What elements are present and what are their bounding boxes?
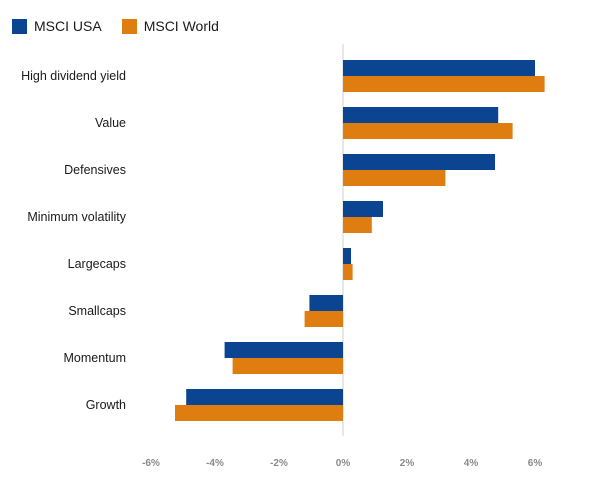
category-label-defensives: Defensives [64, 163, 126, 177]
bar-msci-world-high-dividend-yield [343, 76, 545, 92]
legend-item-msci-world: MSCI World [121, 18, 219, 34]
category-label-value: Value [95, 116, 126, 130]
bar-msci-world-defensives [343, 170, 446, 186]
category-label-largecaps: Largecaps [68, 257, 126, 271]
category-label-minimum-volatility: Minimum volatility [27, 210, 126, 224]
category-label-momentum: Momentum [63, 351, 126, 365]
bar-msci-world-smallcaps [304, 311, 343, 327]
category-label-high-dividend-yield: High dividend yield [21, 69, 126, 83]
bar-msci-world-minimum-volatility [343, 217, 372, 233]
x-tick-label-0: -6% [142, 458, 160, 469]
legend-swatch-msci-world [121, 18, 137, 34]
x-tick-label-2: -2% [270, 458, 288, 469]
x-tick-label-5: 4% [464, 458, 479, 469]
category-label-smallcaps: Smallcaps [68, 304, 126, 318]
legend-item-msci-usa: MSCI USA [12, 18, 102, 34]
bar-msci-usa-high-dividend-yield [343, 60, 535, 76]
bar-msci-usa-smallcaps [309, 295, 343, 311]
bar-msci-usa-growth [186, 389, 343, 405]
x-tick-label-3: 0% [336, 458, 351, 469]
bar-msci-usa-minimum-volatility [343, 201, 383, 217]
legend-label-msci-world: MSCI World [143, 18, 219, 34]
legend: MSCI USA MSCI World [12, 18, 239, 34]
legend-label-msci-usa: MSCI USA [34, 18, 102, 34]
bar-msci-usa-value [343, 107, 499, 123]
bar-msci-usa-largecaps [343, 248, 351, 264]
bar-msci-world-largecaps [343, 264, 353, 280]
category-label-growth: Growth [86, 398, 126, 412]
bar-msci-world-growth [175, 405, 343, 421]
x-tick-label-1: -4% [206, 458, 224, 469]
bar-msci-world-value [343, 123, 513, 139]
x-tick-label-4: 2% [400, 458, 415, 469]
bar-msci-usa-defensives [343, 154, 495, 170]
bar-msci-world-momentum [232, 358, 343, 374]
legend-swatch-msci-usa [12, 18, 27, 34]
bar-msci-usa-momentum [224, 342, 343, 358]
x-tick-label-6: 6% [528, 458, 543, 469]
